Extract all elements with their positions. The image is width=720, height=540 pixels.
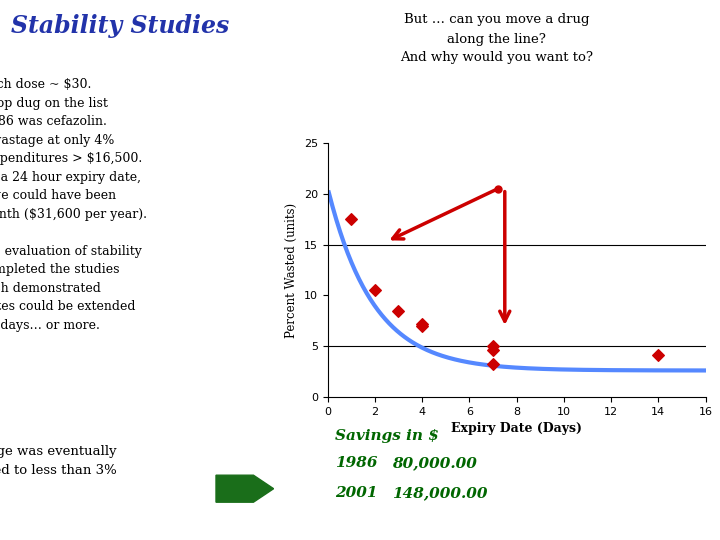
Text: Savings in $: Savings in $	[335, 429, 438, 443]
Text: But … can you move a drug
along the line?
And why would you want to?: But … can you move a drug along the line…	[400, 14, 593, 64]
Point	[652, 351, 664, 360]
Point	[487, 360, 499, 369]
Point	[416, 320, 428, 328]
Text: 2001: 2001	[335, 486, 377, 500]
Point	[487, 346, 499, 355]
Text: Each dose ~ $30.
The top dug on the list
in 1986 was cefazolin.
With wastage at : Each dose ~ $30. The top dug on the list…	[0, 78, 147, 332]
Text: Wastage was eventually
reduced to less than 3%: Wastage was eventually reduced to less t…	[0, 446, 117, 476]
Point	[369, 286, 381, 295]
Point	[416, 321, 428, 330]
X-axis label: Expiry Date (Days): Expiry Date (Days)	[451, 422, 582, 435]
Point	[487, 342, 499, 350]
Text: 80,000.00: 80,000.00	[392, 456, 477, 470]
FancyArrow shape	[216, 475, 274, 502]
Y-axis label: Percent Wasted (units): Percent Wasted (units)	[285, 202, 298, 338]
Text: 1986: 1986	[335, 456, 377, 470]
Point	[392, 306, 404, 315]
Point	[346, 215, 357, 224]
Text: Stability Studies: Stability Studies	[11, 14, 229, 37]
Text: 148,000.00: 148,000.00	[392, 486, 488, 500]
